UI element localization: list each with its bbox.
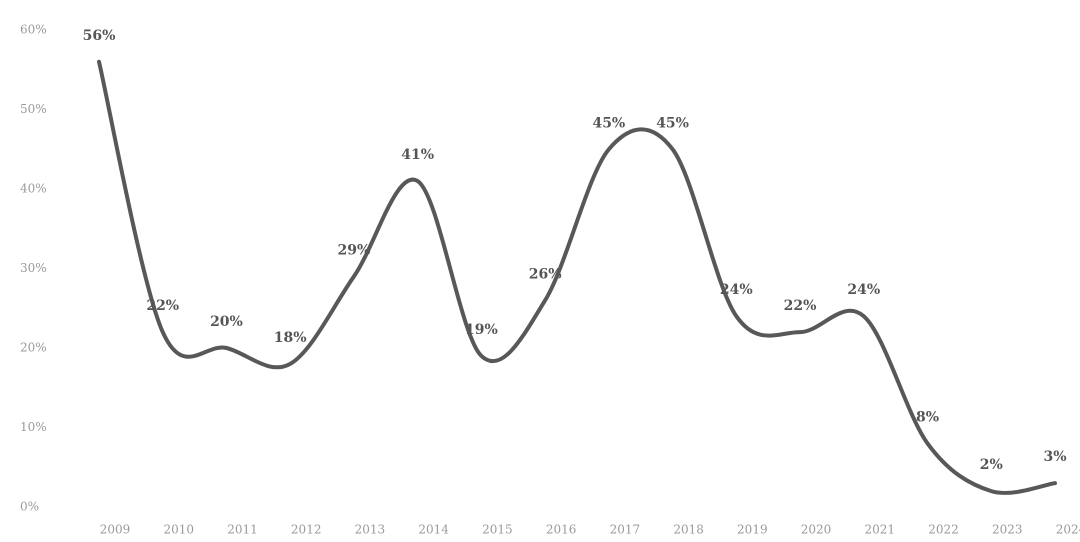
- x-tick-label: 2023: [992, 523, 1023, 537]
- data-label: 19%: [465, 322, 498, 338]
- data-label: 8%: [916, 409, 939, 425]
- x-tick-label: 2010: [163, 523, 194, 537]
- x-tick-label: 2018: [673, 523, 704, 537]
- x-tick-label: 2014: [418, 523, 449, 537]
- data-label: 22%: [784, 298, 817, 314]
- data-line: [97, 59, 1057, 495]
- y-tick-label: 10%: [20, 420, 47, 434]
- x-tick-label: 2015: [482, 523, 513, 537]
- x-tick-label: 2009: [100, 523, 131, 537]
- data-label: 3%: [1043, 449, 1066, 465]
- x-tick-label: 2024: [1056, 523, 1080, 537]
- data-label: 56%: [83, 28, 116, 44]
- data-label: 29%: [338, 242, 371, 258]
- data-label: 26%: [529, 266, 562, 282]
- x-tick-label: 2022: [928, 523, 959, 537]
- data-label: 24%: [847, 282, 880, 298]
- y-tick-label: 50%: [20, 102, 47, 116]
- data-label: 24%: [720, 282, 753, 298]
- data-label: 41%: [401, 147, 434, 163]
- y-tick-label: 60%: [20, 23, 47, 37]
- data-label: 45%: [592, 115, 625, 131]
- data-label: 22%: [146, 298, 179, 314]
- data-label: 2%: [980, 457, 1003, 473]
- x-tick-label: 2011: [227, 523, 258, 537]
- y-tick-label: 40%: [20, 182, 47, 196]
- x-tick-label: 2020: [801, 523, 832, 537]
- x-tick-label: 2013: [355, 523, 386, 537]
- y-tick-label: 30%: [20, 261, 47, 275]
- x-tick-label: 2017: [610, 523, 641, 537]
- y-tick-label: 0%: [20, 500, 39, 514]
- data-label: 45%: [656, 115, 689, 131]
- data-label: 18%: [274, 330, 307, 346]
- x-tick-label: 2016: [546, 523, 577, 537]
- x-tick-label: 2021: [865, 523, 896, 537]
- data-label: 20%: [210, 314, 243, 330]
- y-tick-label: 20%: [20, 341, 47, 355]
- x-tick-label: 2019: [737, 523, 768, 537]
- x-tick-label: 2012: [291, 523, 322, 537]
